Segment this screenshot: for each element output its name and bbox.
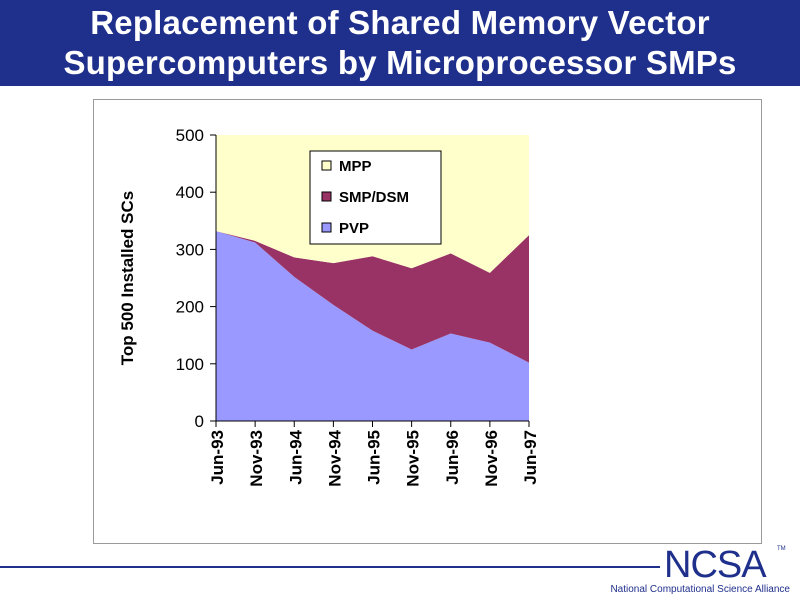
y-tick-label: 400: [176, 183, 204, 202]
chart-frame: 0 100 200 300 400 500 Jun-93 Nov-93 Jun-94 Nov-94…: [93, 99, 762, 544]
x-tick-label: Jun-96: [443, 430, 462, 485]
y-tick-label: 200: [176, 298, 204, 317]
x-tick-label: Jun-94: [286, 429, 305, 484]
legend-swatch: [321, 160, 332, 171]
ncsa-logo-text: NCSA: [664, 544, 767, 586]
area-smp-dsm: [216, 231, 529, 363]
title-bar: Replacement of Shared Memory Vector Supe…: [0, 0, 800, 86]
legend-swatch: [321, 191, 332, 202]
slide-title-line-1: Replacement of Shared Memory Vector: [90, 4, 710, 41]
legend-label: MPP: [339, 158, 372, 175]
y-tick-label: 500: [176, 126, 204, 145]
x-tick-label: Jun-93: [208, 430, 227, 485]
y-tick-label: 0: [195, 412, 204, 431]
x-tick-label: Nov-96: [482, 430, 501, 487]
x-tick-label: Jun-97: [521, 430, 540, 485]
x-tick-label: Jun-95: [365, 430, 384, 485]
x-tick-label: Nov-93: [247, 430, 266, 487]
legend-label: PVP: [339, 220, 369, 237]
legend-box: [309, 150, 442, 245]
footer-divider: [0, 566, 660, 568]
legend-swatch: [321, 222, 332, 233]
legend-label: SMP/DSM: [339, 189, 409, 206]
y-tick-label: 100: [176, 355, 204, 374]
area-pvp: [216, 231, 529, 421]
footer-caption: National Computational Science Alliance: [610, 584, 790, 595]
x-tick-label: Nov-95: [404, 430, 423, 487]
x-tick-label: Nov-94: [325, 429, 344, 486]
ncsa-logo: NCSA TM: [664, 546, 790, 584]
y-axis-title: Top 500 Installed SCs: [118, 191, 137, 365]
trademark-mark: TM: [777, 546, 786, 552]
slide-title-line-2: Supercomputers by Microprocessor SMPs: [63, 44, 737, 81]
stacked-area-chart: 0 100 200 300 400 500 Jun-93 Nov-93 Jun-94 Nov-94…: [118, 126, 540, 487]
y-tick-label: 300: [176, 240, 204, 259]
